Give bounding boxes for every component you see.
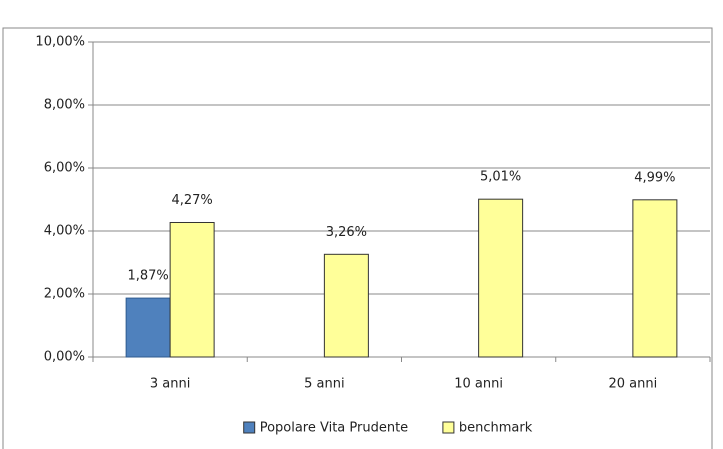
bar (125, 297, 171, 358)
y-tick-label: 10,00% (35, 35, 85, 50)
chart-border (2, 27, 713, 449)
y-tick-label: 0,00% (44, 350, 85, 365)
legend-label: benchmark (459, 421, 533, 436)
y-tick-label: 8,00% (44, 98, 85, 113)
y-tick-label: 6,00% (44, 161, 85, 176)
legend-swatch (243, 421, 256, 434)
x-tick-label: 20 anni (609, 377, 658, 392)
y-tick-label: 4,00% (44, 224, 85, 239)
data-label: 3,26% (326, 225, 367, 240)
bar (323, 253, 369, 358)
x-tick-label: 5 anni (304, 377, 344, 392)
legend-label: Popolare Vita Prudente (260, 421, 409, 436)
bar (632, 199, 678, 358)
x-tick-label: 3 anni (150, 377, 190, 392)
data-label: 4,27% (171, 193, 212, 208)
data-label: 1,87% (127, 269, 168, 284)
data-label: 5,01% (480, 170, 521, 185)
x-tick-label: 10 anni (454, 377, 503, 392)
data-label: 4,99% (634, 170, 675, 185)
y-tick-label: 2,00% (44, 287, 85, 302)
bar (169, 221, 215, 358)
bar (478, 198, 524, 358)
legend-swatch (442, 421, 455, 434)
